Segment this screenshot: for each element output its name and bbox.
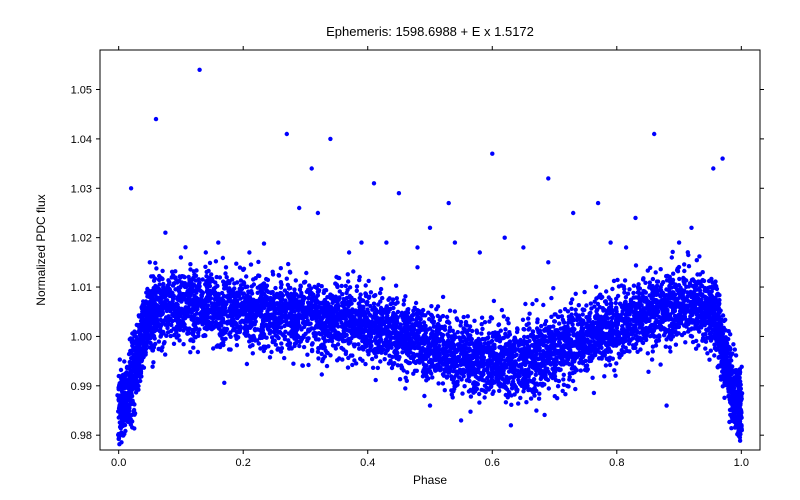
xtick-label: 1.0 [734,457,749,469]
outlier-point [689,226,693,230]
y-axis-label: Normalized PDC flux [34,194,48,305]
plot-border [100,50,760,450]
outlier-point [397,191,401,195]
outlier-point [624,245,628,249]
outlier-point [328,137,332,141]
outlier-point [478,250,482,254]
outlier-point [216,240,220,244]
ytick-label: 1.00 [71,331,92,343]
outlier-point [415,265,419,269]
plot-svg: 0.0 0.2 0.4 0.6 0.8 1.0 0.98 0.99 1.00 1.01 1.02 1.… [0,0,800,500]
outlier-point [503,236,507,240]
outlier-point [428,403,432,407]
scatter-points [115,68,744,447]
outlier-point [571,211,575,215]
ytick-label: 1.04 [71,134,92,146]
outlier-point [711,166,715,170]
outlier-point [664,403,668,407]
outlier-point [677,240,681,244]
outlier-point [154,117,158,121]
outlier-point [297,206,301,210]
outlier-point [129,186,133,190]
outlier-point [490,152,494,156]
outlier-point [163,231,167,235]
xtick-label: 0.4 [360,457,375,469]
outlier-point [633,216,637,220]
x-axis-label: Phase [413,473,447,487]
outlier-point [521,245,525,249]
outlier-point [179,255,183,259]
outlier-point [546,176,550,180]
outlier-point [453,240,457,244]
outlier-point [285,132,289,136]
outlier-point [608,240,612,244]
outlier-point [428,226,432,230]
ytick-label: 0.99 [71,381,92,393]
xtick-label: 0.8 [609,457,624,469]
outlier-point [204,250,208,254]
outlier-point [459,418,463,422]
outlier-point [384,240,388,244]
outlier-point [359,240,363,244]
outlier-point [310,166,314,170]
outlier-point [247,250,251,254]
outlier-point [148,260,152,264]
outlier-point [372,181,376,185]
ytick-label: 0.98 [71,430,92,442]
ytick-label: 1.03 [71,183,92,195]
scatter-chart: 0.0 0.2 0.4 0.6 0.8 1.0 0.98 0.99 1.00 1.01 1.02 1.… [0,0,800,500]
xtick-label: 0.6 [485,457,500,469]
outlier-point [347,250,351,254]
xtick-label: 0.0 [111,457,126,469]
chart-title: Ephemeris: 1598.6988 + E x 1.5172 [326,24,534,39]
ytick-label: 1.05 [71,85,92,97]
outlier-point [415,245,419,249]
outlier-point [197,68,201,72]
outlier-point [596,201,600,205]
outlier-point [546,260,550,264]
outlier-point [652,132,656,136]
outlier-point [316,211,320,215]
ytick-label: 1.02 [71,233,92,245]
outlier-point [447,201,451,205]
outlier-point [720,156,724,160]
outlier-point [509,423,513,427]
ytick-label: 1.01 [71,282,92,294]
xtick-label: 0.2 [236,457,251,469]
